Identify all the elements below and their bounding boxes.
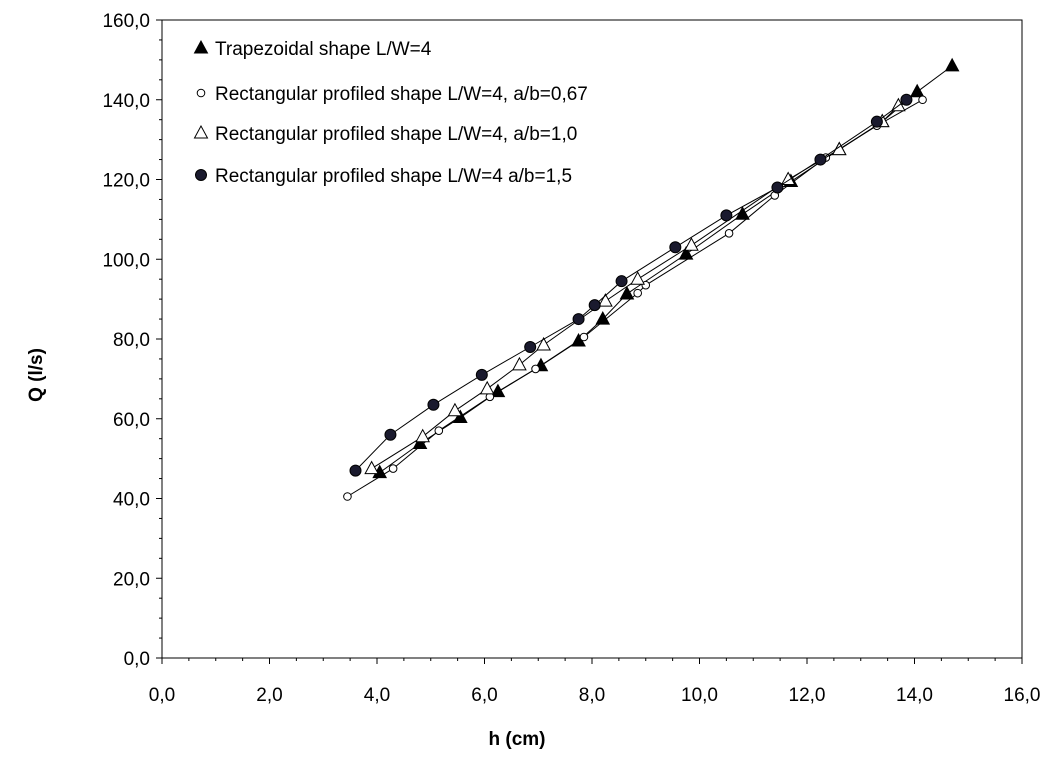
- data-point: [427, 398, 440, 411]
- x-axis: 0,0 2,0 4,0 6,0 8,0 10,0 12,0 14,0 16,0: [149, 658, 1041, 706]
- data-point: [633, 288, 642, 298]
- data-point: [684, 237, 699, 251]
- data-point: [412, 435, 428, 449]
- y-axis: 0,0 20,0 40,0 60,0 80,0 100,0 120,0 140,0 160,0: [102, 11, 162, 670]
- data-point: [579, 332, 589, 342]
- y-tick-label: 80,0: [113, 330, 150, 351]
- data-point: [475, 368, 488, 381]
- x-tick-label: 4,0: [364, 685, 390, 706]
- plot-area-border: [161, 19, 1023, 659]
- data-point: [900, 93, 913, 106]
- data-point: [678, 246, 694, 260]
- y-tick-label: 120,0: [102, 171, 150, 192]
- data-point: [598, 293, 613, 307]
- legend-marker: [193, 124, 209, 139]
- legend-label: Rectangular profiled shape L/W=4, a/b=1,…: [215, 124, 577, 145]
- x-tick-label: 8,0: [579, 685, 605, 706]
- y-axis-title: Q (l/s): [26, 348, 47, 402]
- data-point: [388, 464, 398, 473]
- x-tick-label: 10,0: [681, 685, 718, 706]
- data-point: [630, 271, 646, 285]
- data-point: [384, 428, 397, 441]
- data-point: [531, 364, 540, 374]
- series-4: [349, 93, 913, 477]
- data-point: [479, 380, 495, 395]
- x-axis-title: h (cm): [489, 729, 546, 750]
- series-line: [347, 99, 923, 497]
- data-point: [619, 285, 635, 300]
- data-point: [669, 241, 682, 254]
- x-tick-label: 16,0: [1004, 685, 1041, 706]
- data-point: [524, 340, 537, 353]
- data-point: [512, 356, 527, 371]
- plot-frame: [161, 19, 1023, 659]
- x-tick-label: 6,0: [471, 685, 497, 706]
- data-point: [615, 275, 628, 288]
- y-tick-label: 60,0: [113, 410, 150, 431]
- data-point: [720, 209, 733, 222]
- data-point: [343, 492, 352, 501]
- x-tick-label: 2,0: [256, 685, 282, 706]
- data-point: [944, 57, 960, 72]
- series-2: [343, 95, 927, 501]
- legend: Trapezoidal shape L/W=4 Rectangular profi…: [193, 39, 588, 187]
- y-tick-label: 20,0: [113, 569, 150, 590]
- legend-marker: [195, 169, 207, 181]
- y-tick-label: 160,0: [102, 11, 150, 32]
- legend-marker: [193, 39, 209, 54]
- data-point: [918, 95, 927, 105]
- data-point: [724, 229, 734, 238]
- data-point: [909, 83, 925, 98]
- data-point: [572, 313, 585, 326]
- legend-marker: [196, 88, 206, 98]
- data-point: [447, 402, 463, 417]
- data-point: [870, 115, 883, 128]
- data-point: [415, 428, 431, 443]
- y-tick-label: 100,0: [102, 250, 150, 271]
- series-layer: [343, 57, 960, 501]
- legend-label: Trapezoidal shape L/W=4: [215, 39, 432, 60]
- data-point: [588, 299, 601, 312]
- y-tick-label: 40,0: [113, 490, 150, 511]
- x-tick-label: 14,0: [896, 685, 933, 706]
- legend-label: Rectangular profiled shape L/W=4 a/b=1,5: [215, 166, 572, 187]
- data-point: [814, 153, 827, 166]
- data-point: [434, 426, 444, 436]
- x-tick-label: 0,0: [149, 685, 175, 706]
- data-point: [349, 464, 362, 477]
- data-point: [536, 336, 551, 351]
- series-line: [355, 99, 907, 471]
- data-point: [595, 311, 611, 325]
- legend-label: Rectangular profiled shape L/W=4, a/b=0,…: [215, 84, 588, 105]
- data-point: [364, 460, 379, 475]
- data-point: [771, 181, 784, 194]
- x-tick-label: 12,0: [789, 685, 826, 706]
- series-3: [364, 97, 906, 475]
- y-tick-label: 140,0: [102, 91, 150, 112]
- y-tick-label: 0,0: [124, 649, 150, 670]
